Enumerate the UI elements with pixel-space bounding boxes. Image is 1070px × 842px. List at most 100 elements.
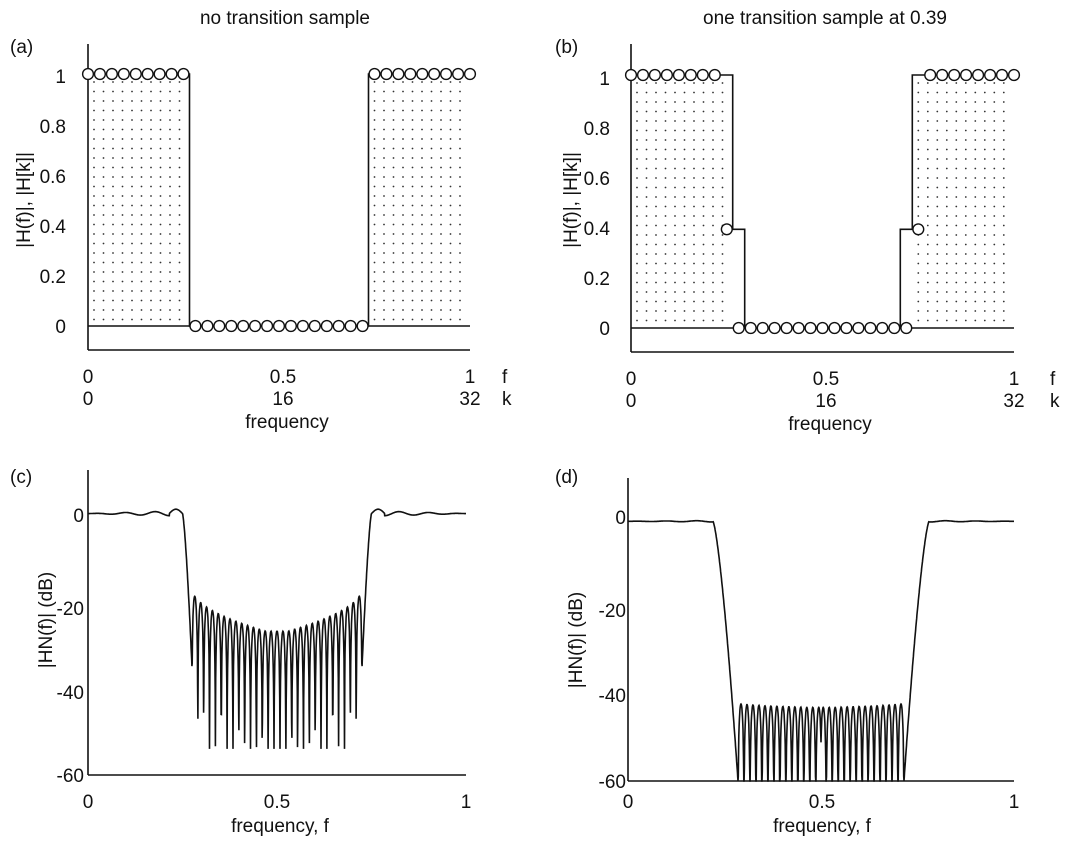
panel-b-fill-dot [1002,319,1005,322]
panel-a-fill-dot [169,195,171,197]
panel-c-ytick-3: 0 [73,506,84,527]
panel-b-fill-dot [712,300,714,303]
panel-b-fill-dot [645,243,648,246]
panel-a-fill-dot [430,290,433,292]
panel-a-fill-dot [178,195,181,197]
panel-a-sample-marker [320,319,333,333]
panel-b-fill-dot [664,110,667,113]
panel-b-fill-dot [636,177,638,179]
panel-b-fill-dot [721,129,724,132]
panel-b-fill-dot [664,196,667,198]
panel-a-fill-dot [373,233,376,235]
panel-b-fill-dot [955,91,958,94]
panel-b-fill-dot [993,120,996,122]
panel-b-fill-dot [955,262,958,265]
panel-b-fill-dot [636,262,638,265]
panel-a-fill-dot [392,90,395,93]
panel-b-fill-dot [993,129,996,132]
panel-a-fill-dot [150,290,152,292]
panel-d-xlabel: frequency, f [773,816,872,837]
panel-a-fill-dot [383,147,385,150]
panel-b-fill-dot [636,101,638,103]
panel-a-fill-dot [440,309,442,311]
panel-a-fill-dot [140,166,143,169]
panel-a-fill-dot [178,223,181,226]
panel-b-fill-dot [674,158,676,160]
panel-b-fill-dot [936,186,939,189]
panel-b-fill-dot [974,101,977,103]
panel-b-fill-dot [645,253,648,255]
panel-a-fill-dot [459,318,461,321]
panel-b-fill-dot [721,243,724,246]
panel-b-fill-dot [683,281,686,284]
panel-a-fill-dot [159,271,162,273]
panel-b-fill-dot [636,300,638,303]
panel-b-fill-dot [683,319,686,322]
panel-a-fill-dot [178,204,181,207]
panel-b-fill-dot [945,205,948,208]
panel-b-sample-marker [660,68,674,82]
panel-b-fill-dot [917,196,920,198]
panel-b-fill-dot [683,82,686,84]
panel-b-fill-dot [983,300,986,303]
panel-b-fill-dot [974,215,977,217]
panel-a-fill-dot [112,185,114,188]
panel-a-ytick-3: 0.6 [40,167,66,188]
panel-b-fill-dot [636,148,638,151]
panel-a-fill-dot [93,195,95,197]
panel-b-fill-dot [693,234,695,236]
panel-a-fill-dot [449,166,452,169]
panel-b-fill-dot [636,82,638,84]
panel-a-fill-dot [121,271,124,273]
panel-a-fill-dot [459,309,461,311]
panel-a-fill-dot [373,166,376,169]
panel-b-fill-dot [664,300,667,303]
panel-b-fill-dot [645,205,648,208]
panel-a-fill-dot [392,318,395,321]
panel-b-xtick-k-2: 32 [1003,391,1024,412]
panel-b-fill-dot [645,300,648,303]
panel-b-fill-dot [712,205,714,208]
panel-b-ytick-0: 0 [599,319,610,340]
panel-b-fill-dot [721,110,724,113]
panel-b-fill-dot [993,300,996,303]
panel-b-fill-dot [683,148,686,151]
panel-a-fill-dot [121,100,124,102]
panel-a-fill-dot [169,309,171,311]
panel-b-fill-dot [664,319,667,322]
panel-d: (d) |HN(f)| (dB) frequency, f 0 0.5 1 -6… [555,467,1019,837]
panel-b-fill-dot [1002,234,1005,236]
panel-b-fill-dot [964,91,967,94]
panel-b-fill-dot [974,177,977,179]
panel-a-fill-dot [131,280,133,283]
panel-a-fill-dot [421,157,423,159]
panel-b-fill-dot [936,319,939,322]
panel-a-fill-dot [449,100,452,102]
panel-a-fill-dot [140,318,143,321]
panel-b-fill-dot [955,129,958,132]
panel-b-fill-dot [993,91,996,94]
panel-c: (c) |HN(f)| (dB) frequency, f 0 0.5 1 -6… [10,467,471,837]
panel-a-fill-dot [402,204,404,207]
panel-a-fill-dot [421,100,423,102]
panel-b-fill-dot [674,177,676,179]
panel-b-fill-dot [702,120,705,122]
panel-a-fill-dot [102,90,105,93]
panel-b-fill-dot [993,158,996,160]
panel-b-fill-dot [712,101,714,103]
panel-b-fill-dot [655,120,657,122]
panel-a-fill-dot [449,223,452,226]
panel-b-fill-dot [664,205,667,208]
panel-b-fill-dot [674,129,676,132]
panel-a-fill-dot [459,299,461,302]
panel-a-fill-dot [411,318,414,321]
panel-a-xtick-f-0: 0 [83,367,94,388]
panel-a-fill-dot [421,128,423,131]
panel-a-fill-dot [402,280,404,283]
panel-b-fill-dot [636,110,638,113]
panel-b-sample-marker [756,321,769,335]
panel-b-fill-dot [926,300,929,303]
panel-a-fill-dot [102,309,105,311]
panel-b-fill-dot [917,91,920,94]
panel-b-fill-dot [993,234,996,236]
